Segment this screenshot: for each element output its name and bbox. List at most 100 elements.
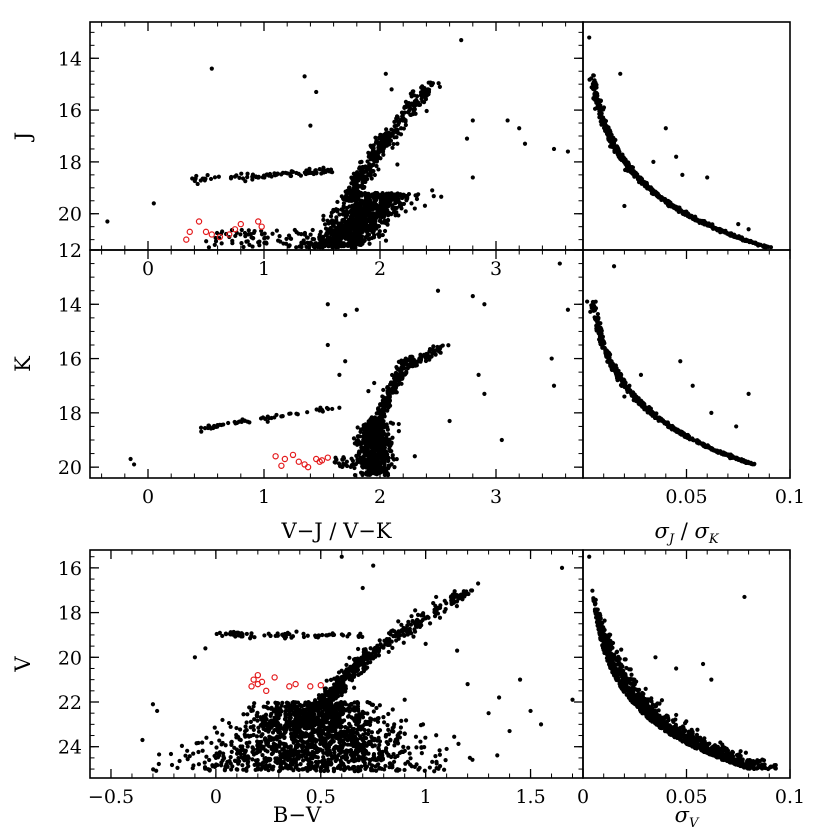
star-point — [705, 175, 710, 180]
star-point — [383, 197, 388, 202]
star-point — [424, 108, 429, 114]
star-point — [522, 141, 528, 146]
star-point — [287, 243, 292, 248]
star-point — [376, 451, 381, 457]
star-point — [373, 466, 379, 471]
star-point — [241, 244, 246, 250]
star-point — [362, 238, 367, 243]
star-point — [344, 195, 349, 200]
star-point — [395, 141, 400, 146]
star-point — [331, 208, 336, 213]
star-point — [369, 730, 375, 735]
star-point — [611, 264, 617, 269]
star-point — [179, 743, 185, 748]
star-point — [630, 165, 635, 170]
highlighted-point — [237, 220, 244, 228]
star-point — [151, 201, 156, 206]
star-point — [372, 158, 377, 164]
star-point — [595, 105, 600, 111]
star-point — [409, 201, 414, 206]
star-point — [321, 239, 326, 244]
star-point — [341, 196, 346, 202]
star-point — [690, 383, 695, 388]
star-point — [366, 728, 371, 733]
star-point — [403, 209, 408, 214]
star-point — [242, 230, 248, 236]
y-axis-label: K — [11, 356, 35, 372]
highlighted-point — [255, 218, 262, 225]
star-point — [213, 235, 218, 241]
star-point — [431, 194, 436, 199]
star-point — [321, 743, 326, 748]
star-point — [307, 166, 312, 171]
star-point — [446, 343, 451, 348]
star-point — [333, 219, 338, 225]
star-point — [355, 434, 360, 439]
star-point — [632, 396, 638, 401]
star-point — [234, 725, 239, 731]
star-point — [360, 458, 365, 463]
star-point — [238, 752, 243, 757]
star-point — [352, 175, 357, 180]
star-point — [379, 447, 384, 453]
star-point — [407, 751, 412, 756]
star-point — [360, 585, 365, 591]
star-point — [219, 422, 224, 428]
highlighted-point — [281, 455, 289, 463]
star-point — [384, 449, 389, 455]
star-point — [345, 222, 350, 227]
star-point — [289, 169, 294, 174]
star-point — [232, 174, 238, 179]
star-point — [364, 470, 369, 475]
star-point — [380, 142, 385, 147]
star-point — [394, 128, 400, 134]
star-point — [385, 408, 390, 413]
star-point — [243, 234, 248, 239]
star-point — [598, 114, 603, 120]
x-tick-label: 1 — [258, 486, 270, 508]
star-point — [413, 363, 418, 368]
star-point — [435, 288, 441, 293]
star-point — [413, 608, 418, 613]
star-point — [649, 187, 654, 193]
star-point — [353, 225, 358, 231]
star-point — [255, 767, 260, 772]
star-point — [280, 170, 286, 175]
star-point — [622, 203, 627, 209]
star-point — [334, 235, 339, 240]
star-point — [374, 705, 379, 711]
star-point — [341, 205, 346, 210]
star-point — [349, 220, 355, 226]
star-point — [357, 242, 362, 247]
star-point — [444, 746, 449, 752]
star-point — [459, 38, 464, 43]
star-point — [222, 768, 227, 773]
star-point — [370, 145, 375, 151]
star-point — [617, 152, 623, 157]
star-point — [585, 299, 590, 304]
star-point — [325, 342, 330, 348]
star-point — [756, 242, 761, 247]
star-point — [437, 748, 442, 753]
star-point — [739, 235, 745, 240]
star-point — [611, 144, 616, 149]
star-point — [377, 703, 382, 708]
star-point — [321, 213, 326, 219]
star-point — [338, 239, 343, 245]
star-point — [402, 767, 407, 773]
star-point — [368, 173, 373, 178]
star-point — [340, 457, 346, 462]
star-point — [360, 164, 365, 170]
star-point — [368, 766, 374, 771]
star-point — [591, 73, 596, 78]
star-point — [280, 700, 285, 705]
star-point — [318, 721, 323, 726]
star-point — [254, 734, 260, 739]
star-point — [599, 326, 604, 331]
star-point — [387, 142, 392, 147]
star-point — [369, 169, 374, 174]
star-point — [384, 127, 389, 132]
star-point — [228, 724, 233, 729]
star-point — [168, 751, 174, 757]
